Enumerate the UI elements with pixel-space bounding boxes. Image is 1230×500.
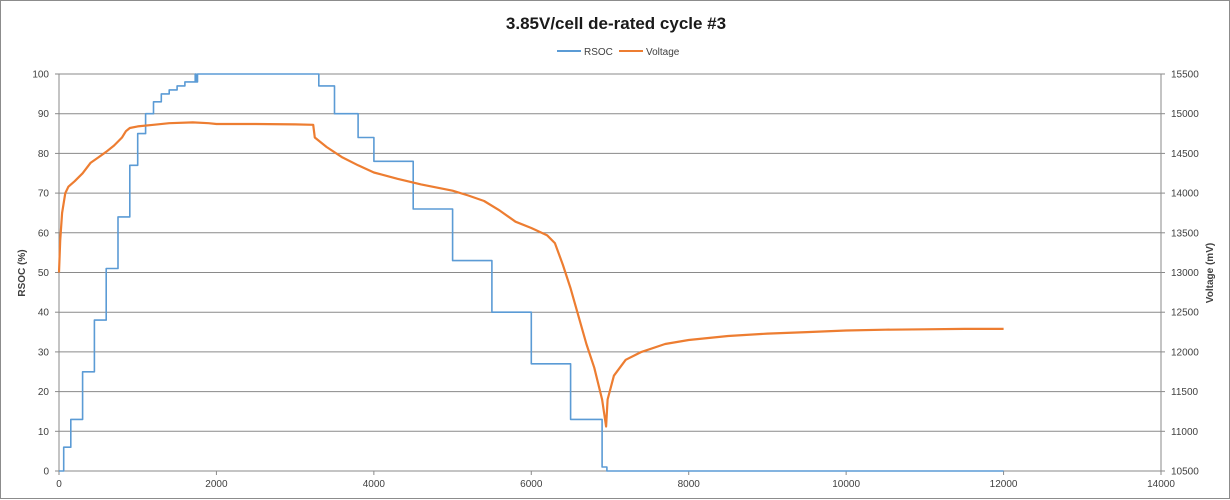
y-axis-title: RSOC (%) <box>17 249 28 296</box>
series-line-rsoc <box>59 73 1004 472</box>
y-tick-label-2: 20 <box>38 387 50 398</box>
y-axis-ticks: 0 10 20 30 40 50 60 70 80 90 100 <box>32 70 59 478</box>
y2-tick-label-5: 13000 <box>1171 268 1199 279</box>
y2-tick-label-9: 15000 <box>1171 109 1199 120</box>
y2-tick-label-10: 15500 <box>1171 70 1199 81</box>
y-tick-label-4: 40 <box>38 308 50 319</box>
y2-axis-ticks: 10500 11000 11500 12000 12500 13000 13500 14000… <box>1161 70 1199 478</box>
x-tick-label-2: 4000 <box>363 479 386 490</box>
y-tick-label-7: 70 <box>38 189 50 200</box>
legend-voltage-label: Voltage <box>646 47 680 58</box>
x-tick-label-6: 12000 <box>990 479 1018 490</box>
x-tick-label-7: 14000 <box>1147 479 1175 490</box>
y-tick-label-9: 90 <box>38 109 50 120</box>
x-tick-label-1: 2000 <box>205 479 228 490</box>
chart-title: 3.85V/cell de-rated cycle #3 <box>506 14 726 33</box>
x-tick-label-4: 8000 <box>678 479 701 490</box>
y2-tick-label-2: 11500 <box>1171 387 1199 398</box>
legend-rsoc-label: RSOC <box>584 47 613 58</box>
y2-tick-label-0: 10500 <box>1171 467 1199 478</box>
series-layer <box>57 73 1004 472</box>
y2-tick-label-1: 11000 <box>1171 427 1199 438</box>
x-tick-label-3: 6000 <box>520 479 543 490</box>
y2-axis-title: Voltage (mV) <box>1205 243 1216 303</box>
legend: RSOC Voltage <box>557 47 680 58</box>
y2-tick-label-3: 12000 <box>1171 347 1199 358</box>
y-tick-label-0: 0 <box>43 467 49 478</box>
y-tick-label-8: 80 <box>38 149 50 160</box>
y2-tick-label-4: 12500 <box>1171 308 1199 319</box>
y-tick-label-1: 10 <box>38 427 50 438</box>
y-tick-label-10: 100 <box>32 70 49 81</box>
gridlines <box>59 73 1161 472</box>
y-tick-label-5: 50 <box>38 268 50 279</box>
y-tick-label-6: 60 <box>38 228 50 239</box>
y2-tick-label-6: 13500 <box>1171 228 1199 239</box>
x-axis-ticks: 0 2000 4000 6000 8000 10000 12000 14000 <box>56 471 1175 490</box>
series-line-voltage <box>57 121 1004 428</box>
y-tick-label-3: 30 <box>38 347 50 358</box>
y2-tick-label-7: 14000 <box>1171 189 1199 200</box>
x-tick-label-0: 0 <box>56 479 62 490</box>
y2-tick-label-8: 14500 <box>1171 149 1199 160</box>
x-tick-label-5: 10000 <box>832 479 860 490</box>
